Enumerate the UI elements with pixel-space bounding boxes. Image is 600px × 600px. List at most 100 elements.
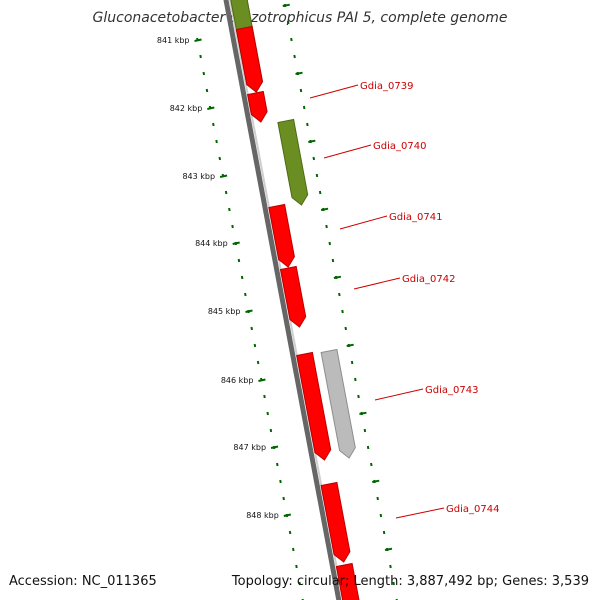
scale-dot — [237, 258, 241, 263]
gene-arrow — [277, 118, 309, 206]
scale-dot — [250, 326, 253, 331]
scale-label: 843 kbp — [182, 172, 215, 181]
scale-dot — [218, 156, 222, 161]
gene-label-leader — [309, 84, 359, 99]
gene-label-leader — [323, 144, 372, 159]
scale-label: 848 kbp — [246, 511, 279, 520]
scale-dot — [276, 462, 279, 467]
gene-label: Gdia_0744 — [446, 504, 499, 515]
outer-dot — [290, 37, 293, 42]
scale-major-tick — [258, 378, 266, 382]
scale-dot — [240, 275, 244, 280]
outer-major-tick — [372, 479, 380, 483]
gene-label: Gdia_0740 — [373, 141, 426, 152]
outer-dot — [318, 190, 322, 195]
outer-dot — [299, 88, 303, 93]
outer-dot — [328, 241, 331, 246]
label-layer: Gdia_0739 Gdia_0740 Gdia_0741 Gdia_0742 Gdia… — [309, 81, 499, 519]
genome-summary: Topology: circular; Length: 3,887,492 bp… — [231, 574, 589, 589]
gene-label: Gdia_0739 — [360, 81, 413, 92]
outer-dot — [376, 496, 379, 501]
scale-dot — [269, 428, 273, 433]
gene-arrow — [235, 25, 264, 93]
outer-dot — [357, 394, 360, 399]
outer-dot — [306, 122, 309, 127]
scale-dot — [224, 190, 228, 195]
scale-dot — [212, 122, 215, 127]
outer-dot — [350, 360, 354, 365]
accession-text: Accession: NC_011365 — [9, 574, 157, 589]
scale-dot — [282, 496, 285, 501]
outer-dot — [363, 428, 367, 433]
scale-dot — [253, 343, 257, 348]
gene-layer — [230, 0, 360, 600]
outer-dot — [392, 581, 395, 586]
outer-dot — [286, 20, 290, 25]
scale-dot — [244, 292, 247, 297]
outer-dot — [325, 224, 328, 229]
gene-label-leader — [353, 277, 401, 290]
scale-dot — [295, 564, 298, 569]
gene-arrow — [247, 90, 268, 123]
scale-major-tick — [219, 174, 228, 178]
gene-arrow — [296, 351, 332, 461]
scale-dot — [231, 224, 234, 229]
outer-major-tick — [333, 275, 342, 279]
scale-dot — [215, 139, 218, 144]
outer-major-tick — [308, 139, 316, 143]
outer-dot — [366, 445, 370, 450]
scale-dot — [288, 530, 292, 535]
scale-dot — [266, 411, 269, 416]
outer-dot — [370, 462, 373, 467]
gene-arrow — [320, 348, 356, 459]
outer-dot — [312, 156, 316, 161]
scale-dot — [228, 207, 231, 212]
outer-dot — [315, 173, 319, 178]
scale-dot — [202, 71, 206, 76]
scale-label: 846 kbp — [221, 376, 254, 385]
scale-dot — [279, 479, 282, 484]
scale-label: 845 kbp — [208, 307, 241, 316]
outer-major-tick — [359, 411, 367, 415]
gene-arrow — [335, 562, 360, 600]
outer-dot — [379, 513, 383, 518]
scale-major-tick — [207, 106, 215, 110]
outer-dot — [389, 564, 392, 569]
scale-dot — [205, 88, 209, 93]
gene-label: Gdia_0743 — [425, 385, 478, 396]
outer-dot — [302, 105, 306, 110]
scale-major-tick — [270, 445, 279, 449]
outer-major-tick — [282, 3, 290, 7]
outer-dot — [354, 377, 357, 382]
scale-major-tick — [194, 38, 202, 42]
outer-major-tick — [320, 207, 329, 211]
outer-dot — [293, 54, 296, 59]
gene-arrow — [320, 481, 351, 563]
outer-dot — [338, 292, 341, 297]
scale-dot — [256, 360, 260, 365]
scale-major-tick — [245, 309, 253, 313]
genome-title: Gluconacetobacter diazotrophicus PAI 5, … — [92, 10, 508, 26]
gene-label-leader — [374, 388, 424, 401]
gene-label-leader — [339, 215, 388, 230]
outer-dot — [341, 309, 344, 314]
gene-label: Gdia_0741 — [389, 212, 442, 223]
scale-label: 847 kbp — [233, 443, 266, 452]
tick-layer: 841 kbp 842 kbp 843 kbp 844 kbp 845 kbp 846 k… — [157, 3, 398, 600]
gene-arrow — [268, 203, 295, 268]
scale-major-tick — [232, 241, 240, 245]
scale-dot — [298, 581, 301, 586]
scale-dot — [263, 394, 266, 399]
outer-major-tick — [384, 547, 393, 551]
scale-dot — [292, 547, 295, 552]
scale-label: 844 kbp — [195, 239, 228, 248]
outer-dot — [344, 326, 347, 331]
scale-major-tick — [283, 513, 292, 517]
outer-major-tick — [346, 343, 354, 347]
outer-dot — [331, 258, 335, 263]
gene-arrow — [279, 265, 307, 328]
gene-label-leader — [395, 507, 445, 519]
backbone-line — [223, 0, 342, 600]
outer-major-tick — [295, 71, 303, 75]
outer-dot — [382, 530, 386, 535]
